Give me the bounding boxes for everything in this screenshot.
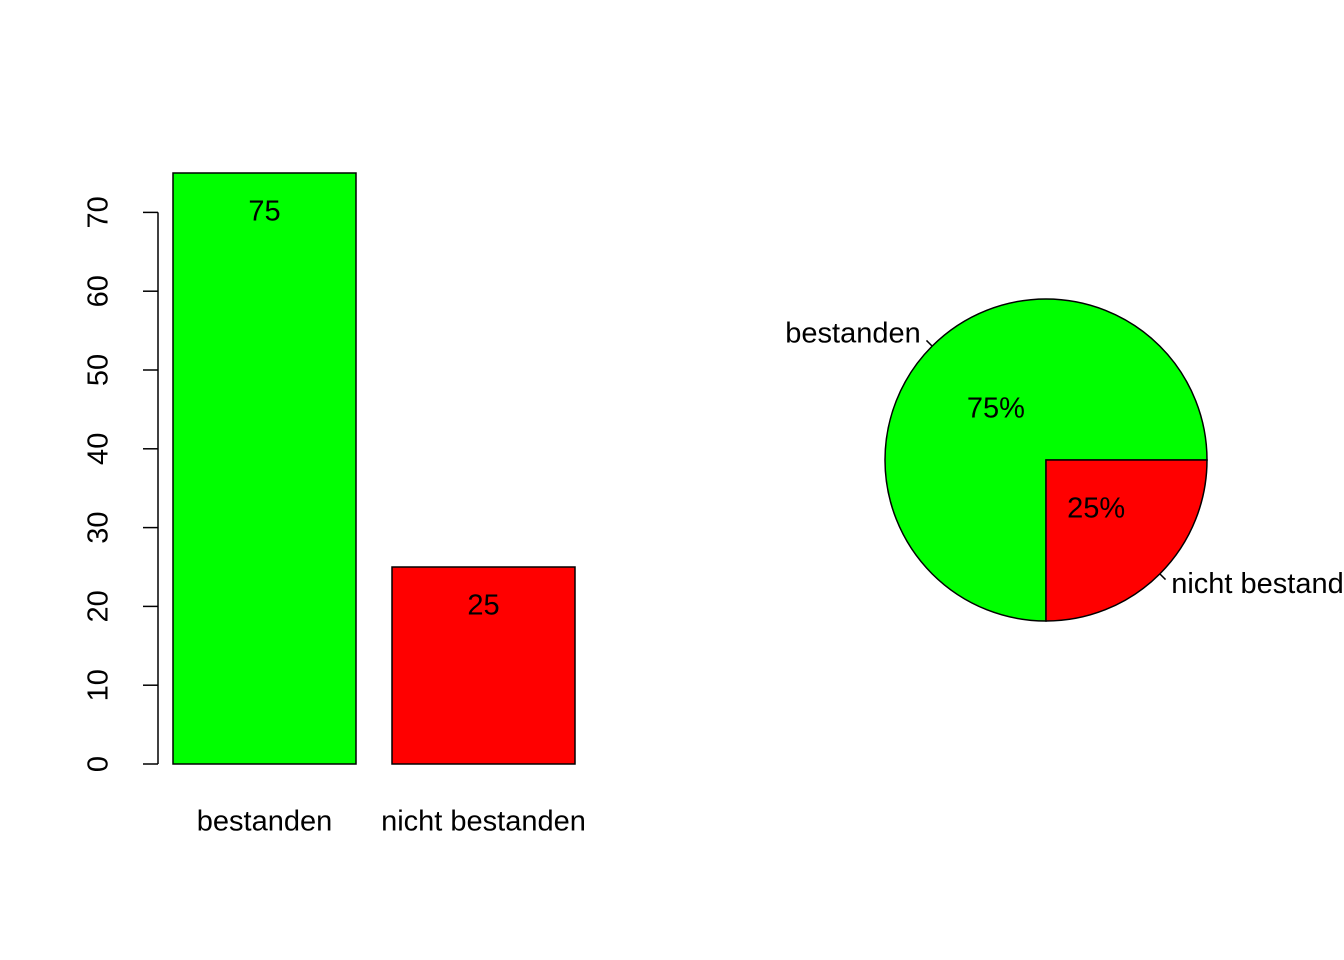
y-tick-label: 30 <box>83 511 115 543</box>
slice-label: nicht bestanden <box>1171 568 1344 600</box>
y-tick-label: 70 <box>83 196 115 228</box>
bar <box>172 172 357 765</box>
y-tick-label: 0 <box>83 756 115 772</box>
y-tick-label: 20 <box>83 590 115 622</box>
leader-line <box>1159 573 1167 581</box>
y-tick-label: 40 <box>83 433 115 465</box>
y-tick-label: 50 <box>83 354 115 386</box>
y-tick-label: 60 <box>83 275 115 307</box>
data-label: 25% <box>1067 493 1125 525</box>
slice-label: bestanden <box>785 317 920 349</box>
y-tick-label: 10 <box>83 669 115 701</box>
data-label: 75 <box>248 196 280 228</box>
data-label: 25 <box>467 590 499 622</box>
bar <box>391 566 576 765</box>
data-label: 75% <box>967 393 1025 425</box>
x-tick-label: bestanden <box>197 806 332 838</box>
x-tick-label: nicht bestanden <box>381 806 586 838</box>
leader-line <box>925 339 933 347</box>
